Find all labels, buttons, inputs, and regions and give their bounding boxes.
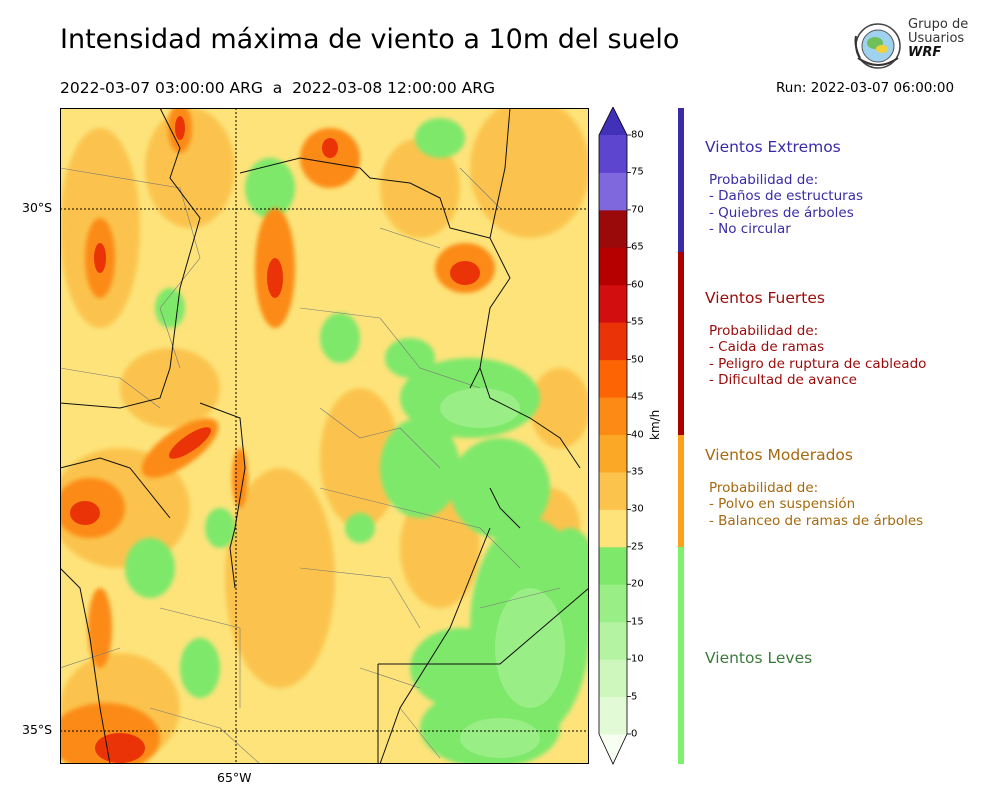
colorbar-cell — [599, 209, 627, 248]
colorbar-unit: km/h — [648, 409, 662, 440]
colorbar-tick-label: 40 — [631, 429, 644, 440]
colorbar-tick-label: 50 — [631, 354, 644, 366]
colorbar-cell — [599, 397, 627, 435]
moderate-wind-areas — [60, 108, 589, 763]
category-title-strong: Vientos Fuertes — [705, 289, 825, 307]
map-title: Intensidad máxima de viento a 10m del su… — [60, 24, 680, 55]
colorbar-tick-label: 20 — [631, 578, 644, 590]
category-line: - Balanceo de ramas de árboles — [709, 512, 924, 529]
colorbar-cell — [599, 659, 627, 698]
category-bar-extreme — [678, 108, 684, 252]
colorbar-upper-extension — [599, 107, 627, 135]
colorbar-cell — [599, 546, 627, 585]
category-title-light: Vientos Leves — [705, 649, 813, 667]
colorbar-cell — [599, 172, 627, 211]
wind-map — [60, 108, 589, 764]
colorbar-tick-label: 70 — [631, 204, 644, 216]
colorbar-tick-label: 65 — [631, 241, 644, 253]
graticule — [60, 108, 589, 764]
colorbar-cell — [599, 696, 627, 735]
category-line: - Caida de ramas — [709, 339, 825, 356]
colorbar-cell — [599, 247, 627, 286]
globe-logo-icon — [854, 23, 901, 69]
category-line: - Quiebres de árboles — [709, 204, 854, 221]
colorbar-tick-label: 75 — [631, 166, 644, 178]
category-line: - Dificultad de avance — [709, 371, 857, 388]
colorbar-tick-label: 25 — [631, 541, 644, 553]
category-lines-moderate: Probabilidad de: - Polvo en suspensión -… — [709, 480, 923, 529]
category-bar-light — [678, 547, 684, 764]
category-line: - No circular — [709, 220, 791, 237]
department-boundaries — [60, 167, 561, 764]
lon-label-65w: 65°W — [217, 770, 252, 785]
colorbar-lower-extension — [599, 734, 627, 764]
logo-line-2: Usuarios — [908, 31, 965, 46]
colorbar-cell — [599, 621, 627, 660]
colorbar-tick-label: 30 — [631, 503, 644, 515]
colorbar-tick-label: 15 — [631, 616, 644, 628]
category-bar-strong — [678, 252, 684, 435]
logo-line-3: WRF — [908, 45, 942, 60]
category-bar-moderate — [678, 435, 684, 547]
category-line: Probabilidad de: — [709, 172, 819, 188]
category-line: - Peligro de ruptura de cableado — [709, 355, 927, 372]
colorbar-tick-label: 45 — [631, 391, 644, 403]
lat-label-35s: 35°S — [22, 722, 53, 737]
category-line: Probabilidad de: — [709, 480, 819, 496]
category-title-moderate: Vientos Moderados — [705, 446, 853, 464]
colorbar-cell — [599, 471, 627, 510]
colorbar-tick-label: 80 — [631, 129, 644, 141]
colorbar-tick-label: 5 — [631, 691, 638, 703]
category-lines-strong: Probabilidad de: - Caida de ramas - Peli… — [709, 323, 926, 388]
run-time: Run: 2022-03-07 06:00:00 — [776, 80, 955, 96]
province-boundaries — [60, 108, 589, 764]
logo-line-1: Grupo de — [908, 17, 969, 32]
very-light-wind-areas — [440, 388, 565, 758]
colorbar-cell — [599, 434, 627, 473]
forecast-period: 2022-03-07 03:00:00 ARG a 2022-03-08 12:… — [60, 79, 496, 97]
colorbar-cell — [599, 359, 627, 398]
colorbar-tick-label: 55 — [631, 316, 644, 328]
colorbar-tick-label: 10 — [631, 653, 644, 665]
colorbar-cell — [599, 584, 627, 623]
colorbar — [598, 107, 631, 765]
colorbar-tick-label: 0 — [631, 728, 638, 740]
colorbar-cell — [599, 284, 627, 323]
wind-field — [60, 108, 589, 764]
grupo-usuarios-wrf-logo: Grupo de Usuarios WRF — [848, 18, 978, 74]
map-frame — [60, 108, 589, 764]
colorbar-cell — [599, 322, 627, 361]
category-line: - Daños de estructuras — [709, 188, 864, 205]
colorbar-cells — [598, 107, 628, 765]
light-wind-areas — [125, 118, 589, 764]
category-lines-extreme: Probabilidad de: - Daños de estructuras … — [709, 172, 863, 237]
colorbar-ticks — [627, 134, 631, 735]
category-line: - Polvo en suspensión — [709, 496, 856, 513]
colorbar-tick-label: 60 — [631, 279, 644, 291]
category-title-extreme: Vientos Extremos — [705, 138, 841, 156]
category-line: Probabilidad de: — [709, 323, 819, 339]
colorbar-tick-label: 35 — [631, 466, 644, 478]
lat-label-30s: 30°S — [22, 200, 53, 215]
colorbar-cell — [599, 509, 627, 548]
colorbar-cell — [599, 135, 627, 173]
very-strong-wind-areas — [70, 116, 480, 763]
